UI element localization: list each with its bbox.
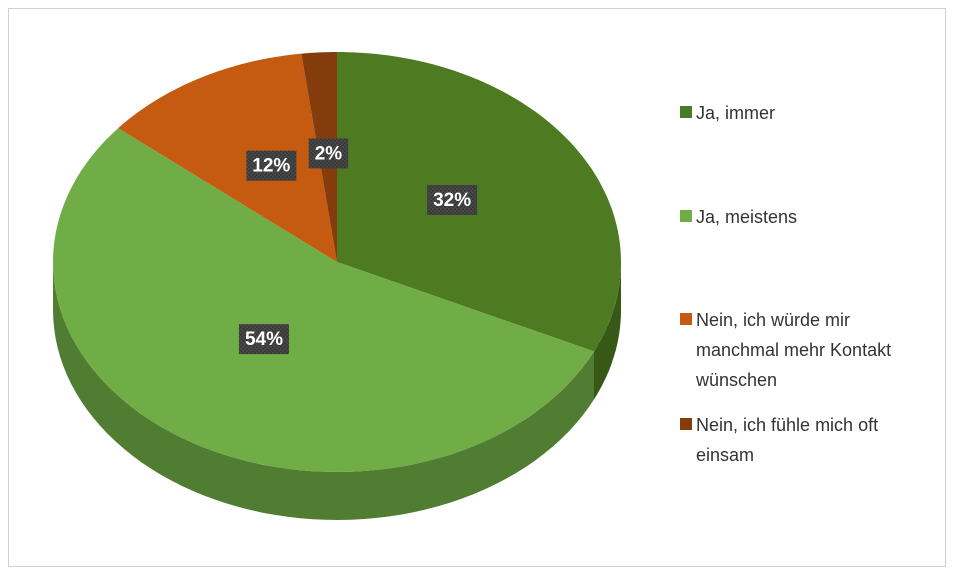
data-label: 12%: [246, 150, 297, 181]
legend-label: Nein, ich fühle mich oft einsam: [696, 415, 879, 465]
data-label-box: [246, 150, 297, 181]
data-label-box: [238, 324, 289, 355]
slice-side: [594, 262, 621, 400]
legend-item: Nein, ich fühle mich oft einsam: [680, 410, 915, 470]
data-label-box: [427, 184, 478, 215]
data-label-text: 2%: [315, 143, 343, 164]
legend-item: Ja, immer: [680, 98, 915, 128]
slice-side: [53, 262, 594, 520]
slice: [337, 52, 621, 352]
legend-label: Ja, immer: [696, 103, 776, 123]
legend-swatch: [680, 313, 692, 325]
slice: [53, 128, 594, 472]
data-label-text: 12%: [252, 156, 290, 177]
legend-swatch: [680, 418, 692, 430]
data-label-text: 54%: [245, 329, 283, 350]
slice: [118, 53, 337, 263]
frame: [8, 8, 946, 567]
legend-item: Ja, meistens: [680, 202, 915, 232]
data-label: 32%: [427, 184, 478, 215]
data-label: 2%: [308, 138, 349, 169]
legend-swatch: [680, 210, 692, 222]
legend-item: Nein, ich würde mir manchmal mehr Kontak…: [680, 305, 915, 395]
legend-swatch: [680, 106, 692, 118]
legend-label: Ja, meistens: [696, 207, 798, 227]
data-label: 54%: [238, 324, 289, 355]
legend-label: Nein, ich würde mir manchmal mehr Kontak…: [696, 310, 892, 390]
data-label-text: 32%: [433, 190, 471, 211]
data-label-box: [308, 138, 349, 169]
